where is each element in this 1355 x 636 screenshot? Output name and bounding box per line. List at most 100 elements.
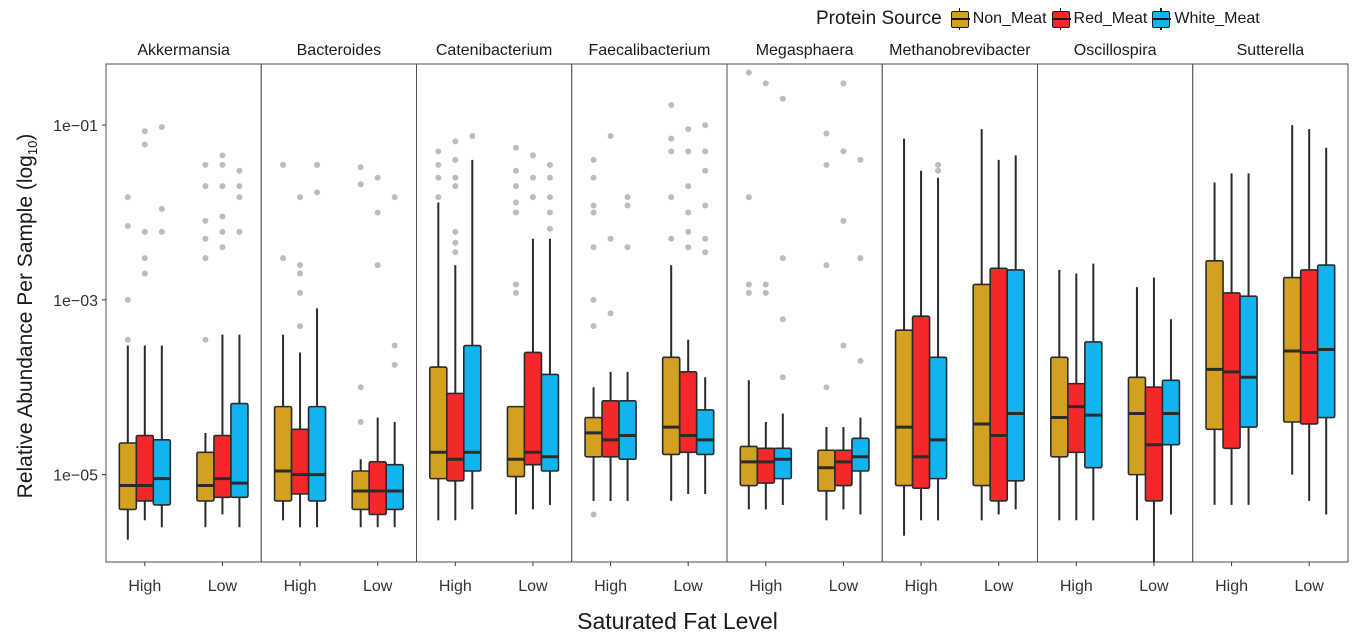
outlier-point: [607, 310, 614, 317]
outlier-point: [141, 141, 148, 148]
box-catenibacterium-high-white-meat: [463, 344, 482, 472]
box-catenibacterium-low-white-meat: [540, 373, 560, 472]
outlier-point: [590, 156, 597, 163]
outlier-point: [779, 255, 786, 262]
panel-catenibacterium: [416, 63, 573, 563]
x-tick-label: Low: [674, 578, 704, 595]
outlier-point: [297, 323, 304, 330]
box-akkermansia-low-red-meat: [213, 434, 232, 499]
outlier-point: [685, 209, 692, 216]
outlier-point: [219, 183, 226, 190]
outlier-point: [236, 228, 243, 235]
box-oscillospira-low-non-meat: [1127, 376, 1147, 476]
outlier-point: [546, 209, 553, 216]
outlier-point: [624, 194, 631, 201]
box-methanobrevibacter-low-red-meat: [989, 267, 1008, 502]
outlier-point: [546, 174, 553, 181]
outlier-point: [702, 167, 709, 174]
panel-faecalibacterium: [571, 63, 728, 563]
outlier-point: [762, 281, 769, 288]
box-methanobrevibacter-high-red-meat: [911, 315, 931, 489]
legend-key-red-meat: [1051, 8, 1071, 30]
outlier-point: [391, 361, 398, 368]
box-methanobrevibacter-low-white-meat: [1006, 269, 1025, 482]
facet-label-oscillospira: Oscillospira: [1074, 42, 1157, 59]
box-methanobrevibacter-low-non-meat: [972, 283, 991, 487]
outlier-point: [512, 209, 519, 216]
x-tick-label: High: [1215, 578, 1248, 595]
box-methanobrevibacter-high-white-meat: [928, 356, 948, 480]
outlier-point: [357, 419, 364, 426]
box-megasphaera-low-white-meat: [851, 437, 870, 472]
x-tick-label: High: [749, 578, 782, 595]
outlier-point: [357, 164, 364, 171]
box-megasphaera-high-white-meat: [773, 447, 793, 480]
outlier-point: [840, 217, 847, 224]
outlier-point: [391, 194, 398, 201]
outlier-point: [823, 130, 830, 137]
outlier-point: [840, 80, 847, 87]
outlier-point: [745, 281, 752, 288]
facet-label-akkermansia: Akkermansia: [137, 42, 230, 59]
outlier-point: [141, 128, 148, 135]
box-megasphaera-low-red-meat: [834, 449, 853, 487]
outlier-point: [219, 213, 226, 220]
box-bacteroides-low-red-meat: [368, 461, 387, 516]
x-tick-label: Low: [1139, 578, 1169, 595]
outlier-point: [141, 228, 148, 235]
box-faecalibacterium-high-red-meat: [601, 399, 620, 458]
outlier-point: [452, 174, 459, 181]
box-bacteroides-high-red-meat: [290, 428, 310, 495]
facet-label-methanobrevibacter: Methanobrevibacter: [889, 42, 1031, 59]
outlier-point: [202, 235, 209, 242]
outlier-point: [435, 161, 442, 168]
outlier-point: [280, 161, 287, 168]
box-sutterella-low-white-meat: [1316, 264, 1336, 419]
box-faecalibacterium-low-red-meat: [678, 371, 698, 454]
outlier-point: [141, 255, 148, 262]
legend-label-white-meat: White_Meat: [1174, 10, 1260, 27]
x-tick-label: Low: [363, 578, 393, 595]
outlier-point: [529, 174, 536, 181]
outlier-point: [391, 342, 398, 349]
box-sutterella-high-non-meat: [1205, 259, 1224, 431]
box-sutterella-low-red-meat: [1299, 269, 1319, 425]
outlier-point: [529, 152, 536, 159]
outlier-point: [685, 148, 692, 155]
outlier-point: [202, 161, 209, 168]
outlier-point: [452, 183, 459, 190]
legend-label-non-meat: Non_Meat: [972, 10, 1047, 27]
y-axis-label: Relative Abundance Per Sample (log10): [13, 133, 41, 499]
outlier-point: [823, 384, 830, 391]
outlier-point: [840, 148, 847, 155]
outlier-point: [779, 374, 786, 381]
box-megasphaera-high-non-meat: [739, 445, 759, 487]
x-tick-label: Low: [1295, 578, 1325, 595]
box-catenibacterium-high-non-meat: [429, 366, 448, 480]
x-tick-label: Low: [208, 578, 238, 595]
outlier-point: [590, 323, 597, 330]
facet-label-faecalibacterium: Faecalibacterium: [588, 42, 710, 59]
outlier-point: [512, 281, 519, 288]
box-megasphaera-low-non-meat: [817, 449, 836, 492]
outlier-point: [590, 202, 597, 209]
outlier-point: [158, 205, 165, 212]
outlier-point: [823, 161, 830, 168]
panel-megasphaera: [726, 63, 883, 563]
outlier-point: [668, 235, 675, 242]
outlier-point: [124, 336, 131, 343]
box-faecalibacterium-high-non-meat: [584, 416, 603, 458]
outlier-point: [762, 289, 769, 296]
outlier-point: [124, 194, 131, 201]
outlier-point: [219, 161, 226, 168]
x-tick-label: High: [1060, 578, 1093, 595]
outlier-point: [158, 228, 165, 235]
outlier-point: [236, 167, 243, 174]
outlier-point: [668, 194, 675, 201]
outlier-point: [469, 132, 476, 139]
outlier-point: [236, 194, 243, 201]
x-tick-label: Low: [829, 578, 859, 595]
outlier-point: [452, 228, 459, 235]
outlier-point: [374, 174, 381, 181]
